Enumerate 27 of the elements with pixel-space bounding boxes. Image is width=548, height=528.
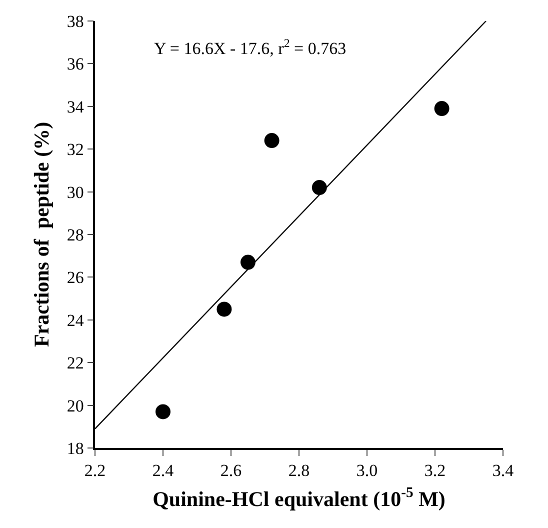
y-tick-label: 36 <box>66 54 84 74</box>
x-tick-label: 3.2 <box>424 461 446 480</box>
point <box>156 404 170 420</box>
x-tick-label: 2.8 <box>288 461 310 480</box>
y-tick-label: 22 <box>66 354 84 373</box>
point <box>434 101 450 116</box>
x-tick-label: 2.6 <box>220 461 242 480</box>
x-tick-label: 3.0 <box>356 461 378 480</box>
y-tick-label: 18 <box>66 438 84 458</box>
x-tick-label: 2.2 <box>84 461 106 480</box>
x-tick-label: 3.4 <box>492 461 514 480</box>
y-tick-label: 32 <box>66 140 84 160</box>
y-tick-label: 26 <box>66 268 84 288</box>
y-axis-title: Fractions of peptide (%) <box>30 122 54 348</box>
annotation: Y = 16.6X - 17.6, r$^{2}$ = 0.763 <box>154 36 346 58</box>
y-tick-label: 28 <box>66 225 84 244</box>
y-tick-label: 38 <box>66 12 84 31</box>
y-tick-label: 30 <box>66 182 84 202</box>
point <box>240 254 256 270</box>
x-tick-label: 2.4 <box>152 461 174 480</box>
point <box>312 180 327 196</box>
point <box>216 302 232 317</box>
x-axis-title: Quinine-HCl equivalent (10$^{-5}$ M) <box>152 485 446 511</box>
y-tick-label: 20 <box>66 396 84 416</box>
y-tick-label: 24 <box>66 310 84 330</box>
y-tick-label: 34 <box>66 97 84 116</box>
point <box>264 133 280 148</box>
